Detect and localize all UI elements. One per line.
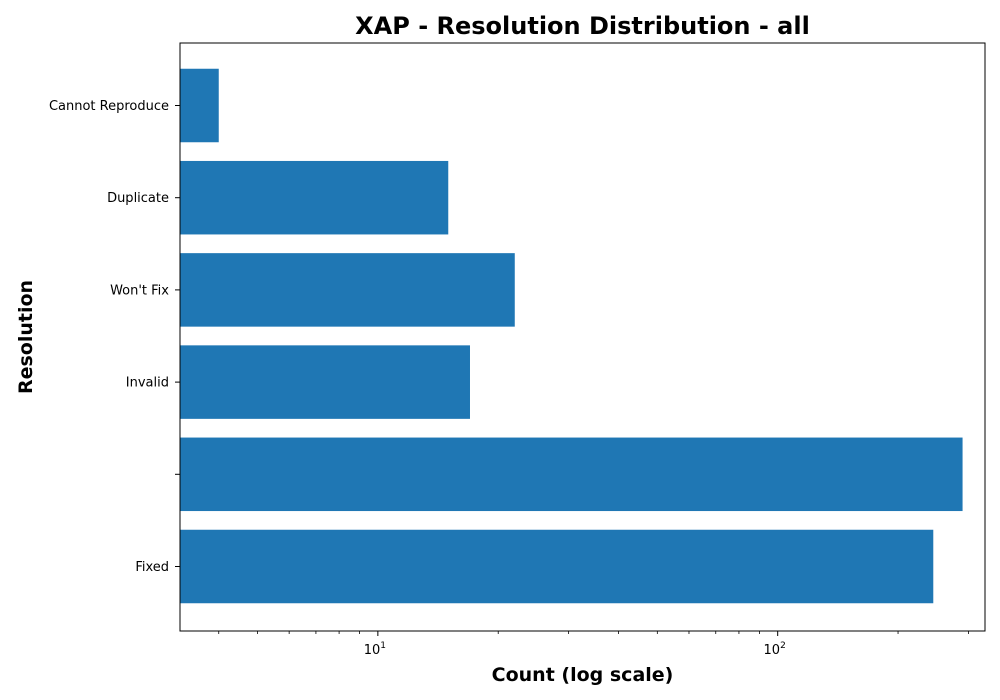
ticks-layer: Cannot Reproduce Duplicate Won't Fix Invali… — [49, 99, 969, 658]
bar-2 — [180, 253, 515, 327]
y-axis-label: Resolution — [15, 280, 37, 394]
x-tick-label-1: 102 — [764, 641, 786, 658]
bars-layer — [180, 68, 963, 604]
y-tick-label-3: Invalid — [126, 376, 169, 391]
x-axis-label: Count (log scale) — [492, 664, 674, 686]
y-tick-label-2: Won't Fix — [110, 283, 169, 298]
bar-3 — [180, 345, 470, 419]
y-tick-label-5: Fixed — [135, 560, 169, 575]
bar-4 — [180, 437, 963, 512]
plot-frame — [179, 42, 986, 632]
x-tick-label-0: 101 — [364, 641, 386, 658]
bar-0 — [180, 68, 219, 143]
y-tick-label-1: Duplicate — [107, 191, 169, 206]
bar-1 — [180, 160, 449, 235]
y-tick-label-0: Cannot Reproduce — [49, 99, 169, 114]
chart-title: XAP - Resolution Distribution - all — [355, 12, 810, 40]
bar-5 — [180, 529, 934, 604]
